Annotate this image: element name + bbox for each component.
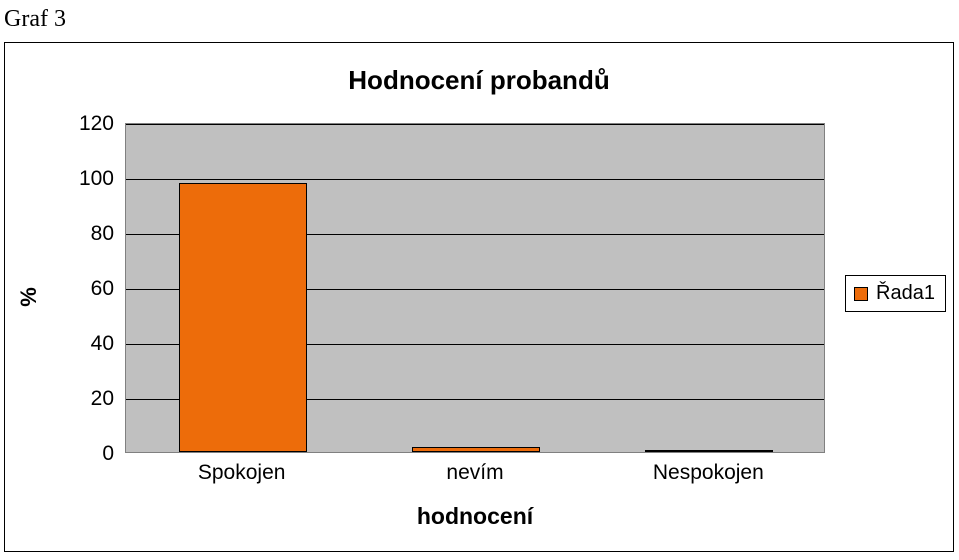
outer-title: Graf 3 xyxy=(4,6,66,33)
bar xyxy=(179,183,307,453)
y-tick-label: 20 xyxy=(91,387,114,411)
bar xyxy=(645,450,773,452)
y-tick-label: 120 xyxy=(79,112,114,136)
legend-swatch xyxy=(854,287,868,301)
x-axis-title: hodnocení xyxy=(125,503,825,530)
gridline xyxy=(126,179,824,180)
y-tick-label: 60 xyxy=(91,277,114,301)
y-tick-label: 100 xyxy=(79,167,114,191)
legend-label: Řada1 xyxy=(876,282,935,305)
x-tick-label: nevím xyxy=(446,461,503,485)
legend: Řada1 xyxy=(845,275,946,312)
y-tick-label: 0 xyxy=(102,442,114,466)
gridline xyxy=(126,124,824,125)
y-tick-label: 80 xyxy=(91,222,114,246)
x-tick-label: Spokojen xyxy=(198,461,286,485)
bar xyxy=(412,447,540,453)
y-axis-label: % xyxy=(16,287,42,307)
plot-area: 020406080100120 xyxy=(125,123,825,453)
chart-frame: Hodnocení probandů % 020406080100120 Spo… xyxy=(4,42,954,552)
x-tick-label: Nespokojen xyxy=(653,461,764,485)
x-labels-row: Spokojen nevím Nespokojen xyxy=(125,461,825,491)
y-tick-label: 40 xyxy=(91,332,114,356)
chart-title: Hodnocení probandů xyxy=(5,65,953,96)
